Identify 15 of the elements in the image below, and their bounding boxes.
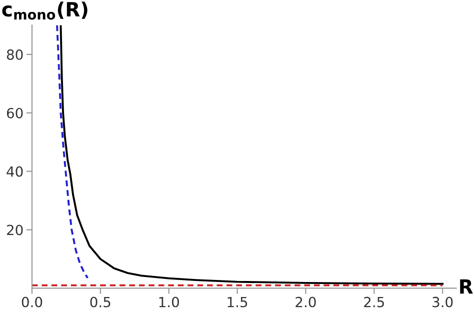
x-tick-label: 1.0 — [159, 296, 179, 308]
x-tick-label: 2.5 — [364, 296, 384, 308]
x-tick-label: 0.0 — [22, 296, 42, 308]
y-tick-label: 60 — [6, 108, 23, 118]
x-tick-label: 2.0 — [296, 296, 316, 308]
x-axis-title: R — [460, 279, 473, 294]
y-tick-label: 40 — [6, 166, 23, 177]
line-series — [56, 25, 89, 279]
x-tick-label: 1.5 — [228, 296, 248, 308]
x-tick-label: 3.0 — [432, 296, 453, 308]
line-series — [60, 25, 444, 285]
y-tick-label: 80 — [6, 49, 23, 60]
y-axis-title: c$_{mono}$(R) — [2, 2, 88, 20]
x-tick-label: 0.5 — [90, 296, 110, 308]
y-tick-label: 20 — [7, 224, 23, 236]
